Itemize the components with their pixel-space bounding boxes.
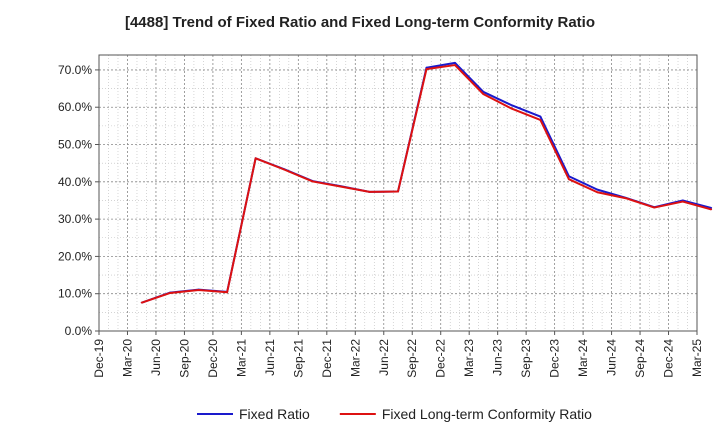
plot-area-border bbox=[98, 54, 698, 332]
data-point bbox=[197, 289, 200, 291]
data-point bbox=[397, 190, 399, 193]
series-lines bbox=[140, 61, 713, 304]
x-tick-label: Sep-20 bbox=[177, 339, 191, 378]
x-tick-label: Sep-24 bbox=[633, 339, 647, 378]
data-point bbox=[710, 208, 713, 211]
y-tick-label: 10.0% bbox=[58, 287, 92, 301]
x-tick-label: Dec-23 bbox=[548, 339, 562, 378]
legend: Fixed Ratio Fixed Long-term Conformity Ra… bbox=[197, 406, 592, 422]
x-tick-label: Dec-20 bbox=[206, 339, 220, 378]
data-point bbox=[454, 64, 456, 66]
data-point bbox=[340, 185, 342, 188]
x-tick-label: Jun-24 bbox=[605, 339, 619, 376]
y-tick-label: 20.0% bbox=[58, 249, 92, 263]
y-tick-label: 60.0% bbox=[58, 100, 92, 114]
x-tick-label: Jun-23 bbox=[491, 339, 505, 376]
data-point bbox=[425, 68, 428, 71]
data-point bbox=[368, 190, 371, 193]
x-tick-label: Jun-20 bbox=[149, 339, 163, 376]
x-tick-label: Mar-22 bbox=[348, 339, 362, 377]
x-tick-label: Jun-22 bbox=[377, 339, 391, 376]
y-tick-label: 50.0% bbox=[58, 138, 92, 152]
data-point bbox=[511, 107, 513, 110]
x-tick-label: Mar-23 bbox=[462, 339, 476, 377]
data-point bbox=[511, 104, 513, 107]
x-tick-label: Mar-20 bbox=[120, 339, 134, 377]
grid-lines bbox=[99, 55, 697, 331]
x-axis-ticks: Dec-19 Mar-20 Jun-20 Sep-20 Dec-20 Mar-21 Jun-… bbox=[92, 331, 704, 378]
chart-title: [4488] Trend of Fixed Ratio and Fixed Lo… bbox=[124, 14, 596, 31]
data-point bbox=[283, 168, 285, 171]
data-point bbox=[169, 292, 172, 294]
data-point bbox=[539, 118, 542, 121]
data-point bbox=[539, 115, 542, 118]
y-axis-ticks: 0.0% 10.0% 20.0% 30.0% 40.0% 50.0% 60.0% 70.0% bbox=[58, 63, 99, 338]
x-tick-label: Mar-21 bbox=[234, 339, 248, 377]
y-tick-label: 30.0% bbox=[58, 212, 92, 226]
data-point bbox=[254, 157, 257, 160]
series-line bbox=[141, 64, 712, 304]
x-tick-label: Mar-24 bbox=[576, 339, 590, 377]
x-tick-label: Sep-21 bbox=[291, 339, 305, 378]
data-point bbox=[311, 180, 314, 183]
data-point bbox=[567, 178, 570, 181]
data-point bbox=[596, 188, 599, 191]
series-line bbox=[141, 61, 712, 304]
legend-label: Fixed Ratio bbox=[239, 406, 310, 422]
y-tick-label: 40.0% bbox=[58, 175, 92, 189]
y-tick-label: 0.0% bbox=[65, 324, 93, 338]
x-tick-label: Sep-23 bbox=[519, 339, 533, 378]
x-tick-label: Dec-19 bbox=[92, 339, 106, 378]
x-tick-label: Jun-21 bbox=[263, 339, 277, 376]
x-tick-label: Sep-22 bbox=[405, 339, 419, 378]
data-point bbox=[653, 206, 656, 209]
data-point bbox=[454, 61, 456, 64]
x-tick-label: Mar-25 bbox=[690, 339, 704, 377]
data-point bbox=[482, 93, 485, 96]
data-point bbox=[681, 200, 684, 203]
data-point bbox=[624, 197, 627, 200]
x-tick-label: Dec-24 bbox=[662, 339, 676, 378]
data-point bbox=[226, 291, 229, 294]
x-tick-label: Dec-21 bbox=[320, 339, 334, 378]
y-tick-label: 70.0% bbox=[58, 63, 92, 77]
data-point bbox=[140, 301, 143, 304]
x-tick-label: Dec-22 bbox=[434, 339, 448, 378]
data-point bbox=[596, 191, 599, 194]
legend-label: Fixed Long-term Conformity Ratio bbox=[382, 406, 592, 422]
